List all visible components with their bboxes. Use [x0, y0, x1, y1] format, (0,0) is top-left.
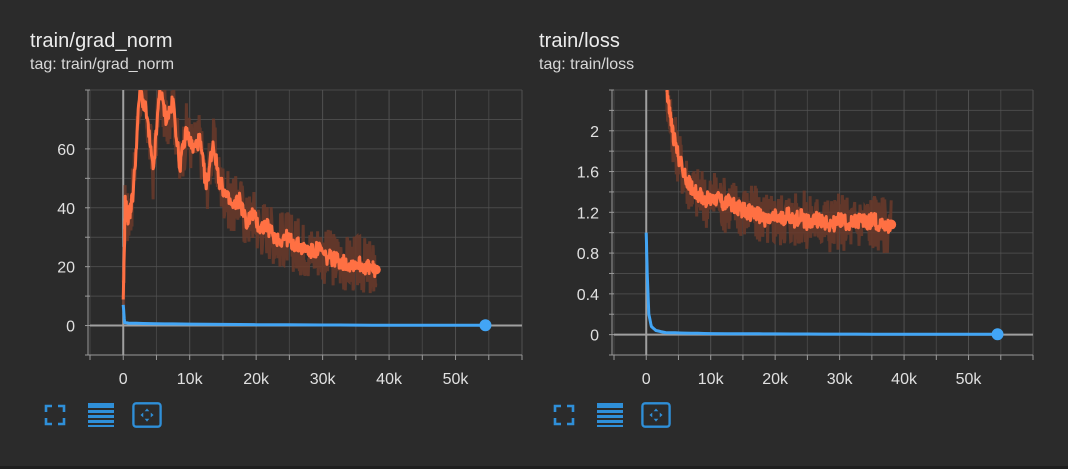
- bottom-border: [0, 466, 1068, 469]
- fullscreen-button[interactable]: [549, 400, 579, 430]
- fullscreen-icon: [553, 404, 575, 426]
- smoothed-series-line: [121, 90, 378, 300]
- fit-domain-icon: [132, 402, 162, 428]
- chart-title: train/grad_norm: [30, 30, 173, 52]
- x-tick-label: 40k: [891, 371, 918, 388]
- chart-title: train/loss: [539, 30, 621, 52]
- plot-area: [121, 90, 486, 327]
- plot-area: [644, 90, 998, 336]
- fit-domain-icon: [641, 402, 671, 428]
- chart-card-loss: train/loss tag: train/loss 0 10k 20k 30k 40k…: [534, 0, 1068, 469]
- fullscreen-icon: [44, 404, 66, 426]
- x-tick-label: 30k: [310, 371, 337, 388]
- series-end-point: [479, 319, 492, 332]
- fit-domain-button[interactable]: [132, 400, 162, 430]
- x-tick-label: 0: [119, 371, 128, 388]
- y-tick-label: 1.2: [577, 205, 599, 222]
- y-tick-label: 1.6: [577, 165, 599, 182]
- chart-card-grad-norm: train/grad_norm tag: train/grad_norm 0 10…: [0, 0, 534, 430]
- x-tick-label: 10k: [698, 371, 725, 388]
- x-tick-label: 50k: [956, 371, 983, 388]
- x-tick-label: 20k: [762, 371, 789, 388]
- chart-tag: tag: train/grad_norm: [30, 56, 175, 73]
- y-tick-label: 0: [590, 328, 599, 345]
- series-end-point: [991, 328, 1004, 341]
- x-tick-label: 20k: [243, 371, 270, 388]
- y-tick-label: 0.8: [577, 246, 599, 263]
- x-tick-label: 50k: [443, 371, 470, 388]
- series-line: [121, 304, 486, 327]
- y-tick-label: 60: [57, 142, 75, 159]
- y-tick-label: 2: [590, 124, 599, 141]
- series-end-point: [370, 264, 381, 275]
- raw-series-line: [121, 90, 378, 313]
- y-tick-label: 40: [57, 201, 75, 218]
- y-tick-label: 0.4: [577, 287, 599, 304]
- data-table-icon: [597, 403, 623, 427]
- data-table-button[interactable]: [86, 400, 116, 430]
- data-table-icon: [88, 403, 114, 427]
- chart-toolbar: [40, 400, 178, 430]
- fit-domain-button[interactable]: [641, 400, 671, 430]
- x-tick-label: 0: [642, 371, 651, 388]
- loss-plot[interactable]: 0 10k 20k 30k 40k 50k 0 0.4 0.8 1.2 1.6 2: [534, 0, 1068, 400]
- data-table-button[interactable]: [595, 400, 625, 430]
- grad-norm-plot[interactable]: 0 10k 20k 30k 40k 50k 0 20 40 60: [0, 0, 534, 400]
- fullscreen-button[interactable]: [40, 400, 70, 430]
- smoothed-series-line: [665, 90, 893, 234]
- chart-toolbar: [549, 400, 687, 430]
- y-tick-label: 20: [57, 260, 75, 277]
- chart-tag: tag: train/loss: [539, 56, 635, 73]
- y-tick-label: 0: [66, 319, 75, 336]
- x-tick-label: 30k: [827, 371, 854, 388]
- x-tick-label: 10k: [177, 371, 204, 388]
- series-end-point: [886, 219, 897, 230]
- x-tick-label: 40k: [376, 371, 403, 388]
- series-line: [644, 232, 998, 336]
